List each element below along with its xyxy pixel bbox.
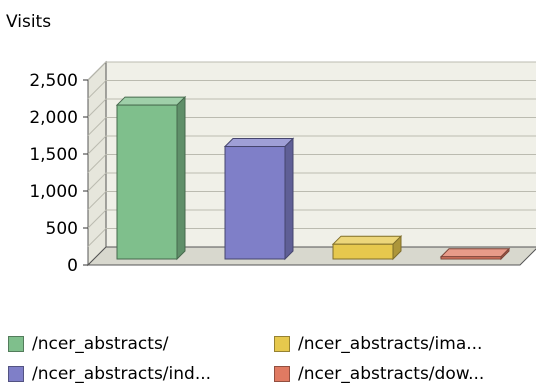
gridline-side	[87, 61, 107, 81]
gridline-side	[87, 191, 107, 210]
legend-swatch	[8, 366, 24, 382]
bar-top	[439, 248, 511, 258]
bar-top	[331, 235, 403, 245]
legend-label: /ncer_abstracts/dow...	[298, 364, 485, 384]
bar	[224, 146, 286, 260]
gridline-side	[87, 98, 107, 118]
legend-item: /ncer_abstracts/ind...	[8, 364, 211, 384]
legend-swatch	[274, 366, 290, 382]
bar-top	[223, 138, 295, 148]
bar-side	[284, 137, 294, 261]
gridline-side	[87, 117, 107, 136]
bar	[440, 256, 502, 260]
legend-label: /ncer_abstracts/	[32, 334, 169, 354]
plot-area: 0 500 1,000 1,500 2,000 2,500	[29, 60, 536, 276]
legend-item: /ncer_abstracts/	[8, 334, 169, 354]
legend-swatch	[274, 336, 290, 352]
y-tick-label: 500	[46, 219, 78, 239]
floor	[86, 246, 536, 266]
y-tick-label: 2,000	[29, 108, 78, 128]
gridline-side	[87, 172, 107, 192]
legend-item: /ncer_abstracts/ima...	[274, 334, 482, 354]
y-tick-label: 2,500	[29, 71, 78, 91]
bar-side	[176, 95, 186, 261]
gridline-side	[87, 154, 107, 173]
legend-item: /ncer_abstracts/dow...	[274, 364, 484, 384]
chart: Visits 0 500 1,000 1,500 2,000 2,500	[6, 12, 536, 276]
y-tick-label: 0	[67, 256, 78, 276]
legend-label: /ncer_abstracts/ind...	[32, 364, 212, 384]
legend-swatch	[8, 336, 24, 352]
gridline-side	[87, 209, 107, 229]
gridline-side	[87, 135, 107, 155]
bar-top	[115, 96, 187, 106]
bar	[116, 104, 178, 260]
y-axis-title: Visits	[6, 12, 51, 32]
y-tick-label: 1,500	[29, 145, 78, 165]
gridline-side	[87, 80, 107, 99]
y-tick-label: 1,000	[29, 182, 78, 202]
gridline-side	[87, 228, 107, 247]
bar	[332, 243, 394, 260]
legend-label: /ncer_abstracts/ima...	[298, 334, 483, 354]
